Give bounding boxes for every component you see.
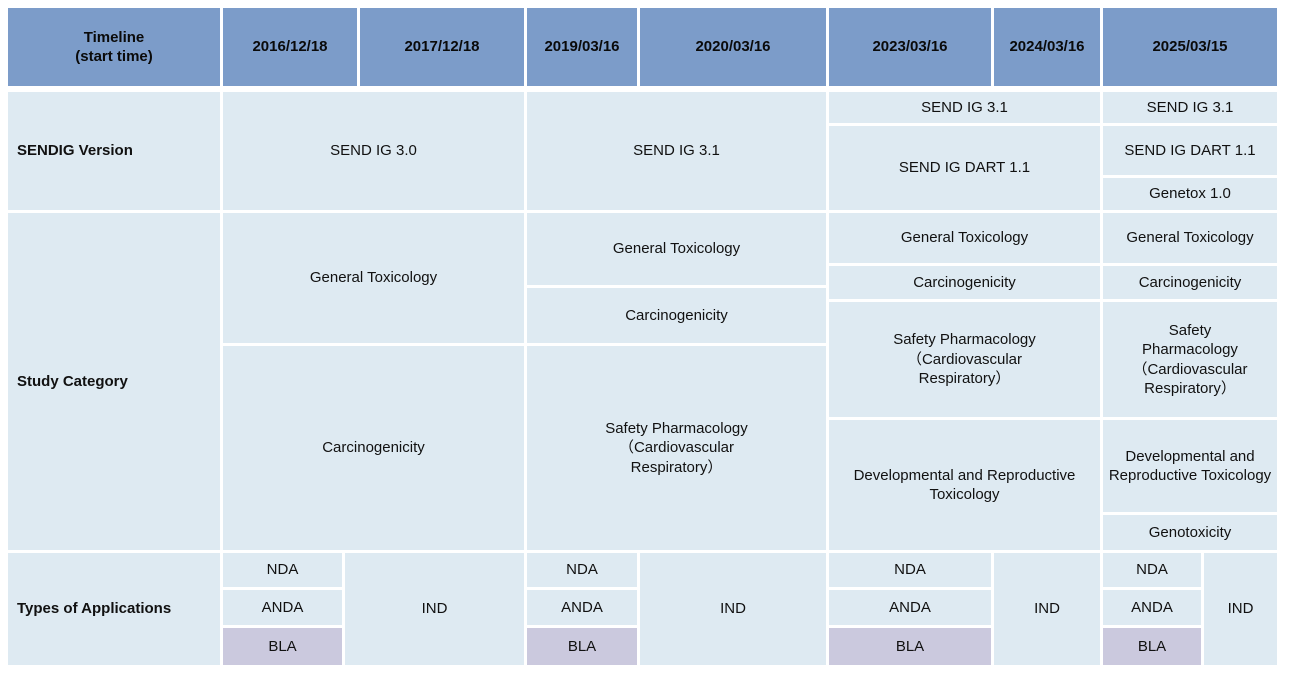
cell-safety-pharmacology-2019-2020: Safety Pharmacology （Cardiovascular Resp… [527,346,826,550]
cell-send-ig-3-0-2016-2017: SEND IG 3.0 [223,92,524,210]
cell-anda-2019: ANDA [527,590,637,625]
cell-anda-2016: ANDA [223,590,342,625]
header-date-2024-03-16: 2024/03/16 [994,8,1100,86]
cell-general-toxicology-2023-2024: General Toxicology [829,213,1100,263]
cell-dart-toxicology-2025: Developmental and Reproductive Toxicolog… [1103,420,1277,512]
cell-carcinogenicity-2023-2024: Carcinogenicity [829,266,1100,299]
header-date-2019-03-16: 2019/03/16 [527,8,637,86]
cell-bla-2019: BLA [527,628,637,665]
cell-general-toxicology-2016-2017: General Toxicology [223,213,524,343]
cell-carcinogenicity-2016-2017: Carcinogenicity [223,346,524,550]
cell-send-ig-3-1-2019-2020: SEND IG 3.1 [527,92,826,210]
header-timeline: Timeline (start time) [8,8,220,86]
cell-anda-2025: ANDA [1103,590,1201,625]
cell-send-ig-3-1-2025: SEND IG 3.1 [1103,92,1277,123]
row-label-study-category: Study Category [8,213,220,550]
cell-ind-2020: IND [640,553,826,665]
cell-bla-2025: BLA [1103,628,1201,665]
cell-bla-2023: BLA [829,628,991,665]
row-label-types-of-applications: Types of Applications [8,553,220,665]
cell-nda-2019: NDA [527,553,637,587]
cell-nda-2025: NDA [1103,553,1201,587]
cell-dart-toxicology-2023-2024: Developmental and Reproductive Toxicolog… [829,420,1100,550]
header-date-2017-12-18: 2017/12/18 [360,8,524,86]
cell-anda-2023: ANDA [829,590,991,625]
cell-general-toxicology-2019-2020: General Toxicology [527,213,826,285]
cell-nda-2023: NDA [829,553,991,587]
cell-carcinogenicity-2019-2020: Carcinogenicity [527,288,826,343]
cell-send-ig-3-1-2023-2024: SEND IG 3.1 [829,92,1100,123]
send-timeline-table: Timeline (start time) 2016/12/18 2017/12… [8,8,1277,665]
cell-genetox-2025: Genetox 1.0 [1103,178,1277,210]
cell-ind-2024: IND [994,553,1100,665]
header-date-2025-03-15: 2025/03/15 [1103,8,1277,86]
cell-nda-2016: NDA [223,553,342,587]
cell-carcinogenicity-2025: Carcinogenicity [1103,266,1277,299]
header-date-2020-03-16: 2020/03/16 [640,8,826,86]
cell-send-ig-dart-2025: SEND IG DART 1.1 [1103,126,1277,175]
cell-bla-2016: BLA [223,628,342,665]
cell-general-toxicology-2025: General Toxicology [1103,213,1277,263]
cell-send-ig-dart-2023-2024: SEND IG DART 1.1 [829,126,1100,210]
header-date-2016-12-18: 2016/12/18 [223,8,357,86]
cell-ind-2017: IND [345,553,524,665]
cell-safety-pharmacology-2025: Safety Pharmacology （Cardiovascular Resp… [1103,302,1277,417]
cell-ind-2025: IND [1204,553,1277,665]
cell-genotoxicity-2025: Genotoxicity [1103,515,1277,550]
header-date-2023-03-16: 2023/03/16 [829,8,991,86]
row-label-sendig-version: SENDIG Version [8,92,220,210]
cell-safety-pharmacology-2023-2024: Safety Pharmacology （Cardiovascular Resp… [829,302,1100,417]
